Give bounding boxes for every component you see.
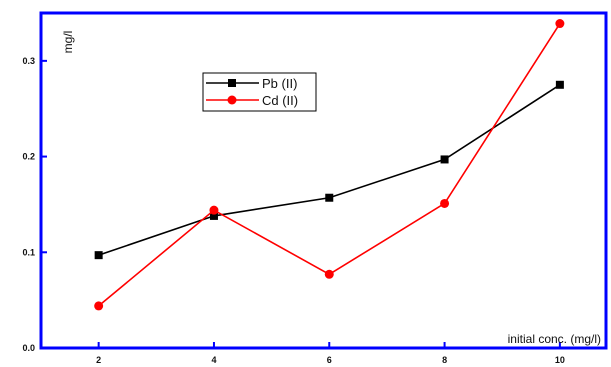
axes-layer: 0.0 0.1 0.2 0.3 2 4 6 8 10 — [22, 11, 608, 365]
data-point — [555, 80, 564, 89]
data-point — [440, 155, 449, 164]
x-tick-label: 10 — [555, 355, 565, 365]
y-tick-label: 0.2 — [22, 152, 35, 162]
data-point — [94, 301, 104, 311]
legend-marker — [227, 95, 237, 105]
data-point — [94, 251, 103, 260]
y-axis-label: mg/l — [61, 31, 75, 54]
data-point — [209, 211, 218, 220]
x-tick-label: 8 — [442, 355, 447, 365]
series-layer — [94, 19, 565, 311]
data-point — [209, 205, 219, 215]
data-point — [325, 193, 334, 202]
y-tick-label: 0.3 — [22, 56, 35, 66]
plot-frame — [39, 11, 608, 350]
series-line — [98, 84, 561, 256]
data-point — [440, 198, 450, 208]
x-tick-label: 2 — [96, 355, 101, 365]
legend: Pb (II) Cd (II) — [202, 72, 317, 112]
legend-box — [202, 72, 317, 112]
x-tick-label: 6 — [327, 355, 332, 365]
y-tick-label: 0.1 — [22, 247, 35, 257]
data-point — [324, 269, 334, 279]
data-point — [555, 19, 565, 29]
series-line — [98, 23, 561, 307]
x-tick-label: 4 — [211, 355, 216, 365]
x-axis-label: initial conc. (mg/l) — [508, 332, 601, 346]
legend-label: Pb (II) — [262, 76, 297, 91]
legend-label: Cd (II) — [262, 93, 298, 108]
legend-marker — [228, 79, 236, 87]
y-tick-label: 0.0 — [22, 343, 35, 353]
